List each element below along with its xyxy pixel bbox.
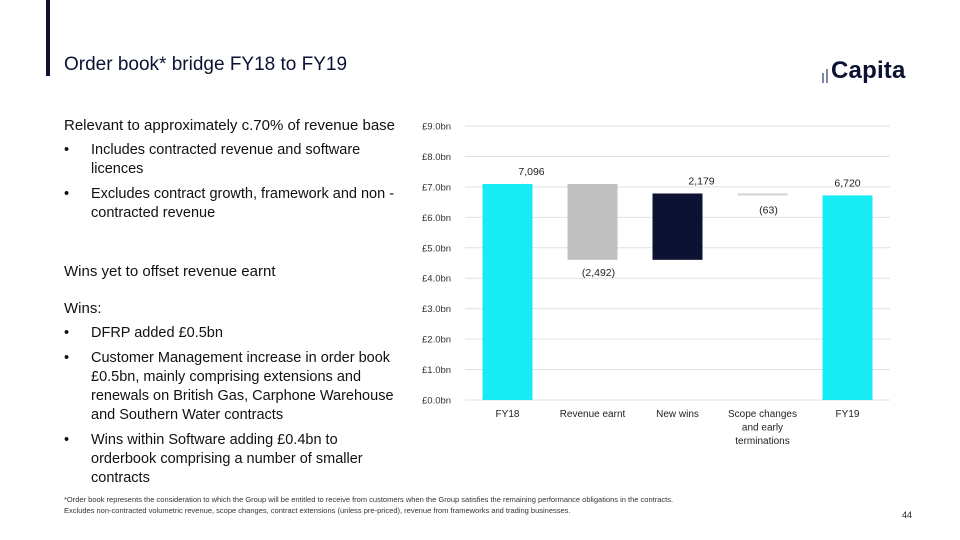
logo-mark-icon xyxy=(822,59,828,83)
bullet-customer-management: Customer Management increase in order bo… xyxy=(64,349,404,425)
bullet-software: Wins within Software adding £0.4bn to or… xyxy=(64,431,404,488)
x-tick-label-line: and early xyxy=(742,423,783,434)
bullet-dfrp: DFRP added £0.5bn xyxy=(64,324,404,343)
wins-bullets: DFRP added £0.5bn Customer Management in… xyxy=(64,324,404,488)
wins-offset-heading: Wins yet to offset revenue earnt xyxy=(64,263,276,280)
slide-title: Order book* bridge FY18 to FY19 xyxy=(64,54,348,75)
capita-logo: Capita xyxy=(822,56,906,86)
bullet-excludes: Excludes contract growth, framework and … xyxy=(64,185,404,223)
accent-bar xyxy=(46,0,50,76)
bar-2 xyxy=(652,193,703,260)
x-tick-label: Scope changes and early terminations xyxy=(728,409,797,447)
bar-1 xyxy=(567,183,618,260)
bullet-includes: Includes contracted revenue and software… xyxy=(64,141,404,179)
x-tick-label: Revenue earnt xyxy=(560,409,626,420)
footnote: *Order book represents the consideration… xyxy=(64,495,674,515)
bar-0 xyxy=(482,183,533,400)
bar-3 xyxy=(737,193,788,196)
data-label: 6,720 xyxy=(834,177,860,189)
page-number: 44 xyxy=(902,510,913,520)
x-tick-label-line: terminations xyxy=(735,436,789,447)
y-tick-label: £3.0bn xyxy=(422,304,451,315)
scope-heading: Relevant to approximately c.70% of reven… xyxy=(64,117,396,134)
wins-offset-section: Wins yet to offset revenue earnt xyxy=(64,262,404,281)
data-label: 2,179 xyxy=(688,175,714,187)
data-label: (63) xyxy=(759,204,778,216)
wins-heading: Wins: xyxy=(64,300,102,317)
y-tick-label: £4.0bn xyxy=(422,274,451,285)
data-label: 7,096 xyxy=(518,166,544,178)
x-tick-label: FY19 xyxy=(836,409,860,420)
y-tick-label: £8.0bn xyxy=(422,152,451,163)
wins-section: Wins: DFRP added £0.5bn Customer Managem… xyxy=(64,299,404,494)
y-tick-label: £6.0bn xyxy=(422,213,451,224)
y-tick-label: £5.0bn xyxy=(422,243,451,254)
x-tick-label-line: Scope changes xyxy=(728,409,797,420)
y-tick-label: £0.0bn xyxy=(422,396,451,407)
x-tick-label: New wins xyxy=(656,409,699,420)
order-book-scope-section: Relevant to approximately c.70% of reven… xyxy=(64,116,404,229)
scope-bullets: Includes contracted revenue and software… xyxy=(64,141,404,223)
y-tick-label: £2.0bn xyxy=(422,335,451,346)
x-tick-label: FY18 xyxy=(496,409,520,420)
y-tick-label: £9.0bn xyxy=(422,122,451,133)
y-tick-label: £1.0bn xyxy=(422,365,451,376)
bar-4 xyxy=(822,195,873,400)
data-label: (2,492) xyxy=(582,267,615,279)
y-tick-label: £7.0bn xyxy=(422,182,451,193)
order-book-waterfall-chart: £0.0bn £1.0bn £2.0bn £3.0bn £4.0bn £5.0bn £6.0… xyxy=(422,122,890,447)
logo-text: Capita xyxy=(831,57,906,84)
